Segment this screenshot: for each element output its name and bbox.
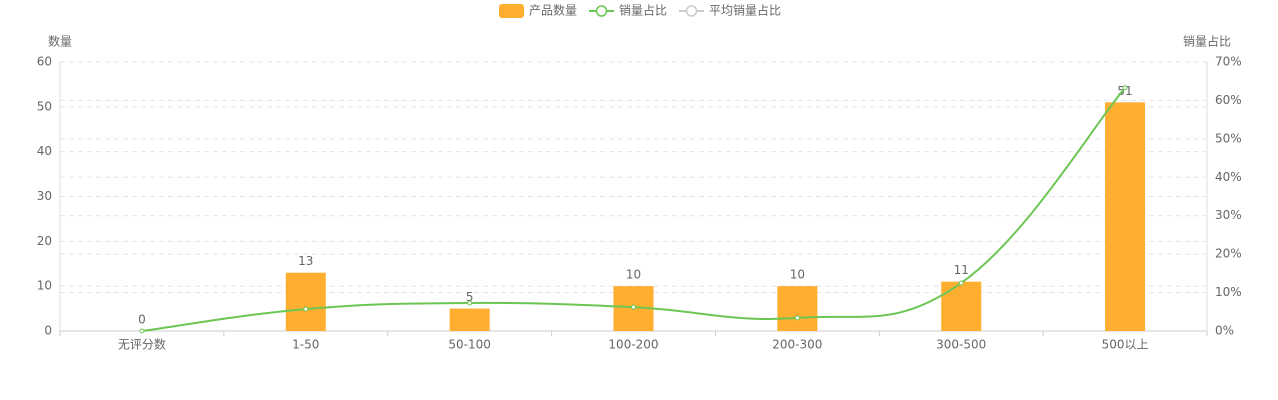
legend-icon [685,5,698,17]
bar [777,286,818,331]
y2-tick-label: 50% [1215,131,1242,145]
data-label: 0 [138,313,146,327]
line-point [467,300,473,306]
data-label: 11 [954,263,969,277]
y2-tick-label: 70% [1215,55,1242,69]
bar [1105,102,1146,331]
y-tick-label: 50 [37,99,52,113]
y2-tick-label: 40% [1215,170,1242,184]
data-label: 13 [298,254,313,268]
y-tick-label: 0 [44,324,52,338]
data-label: 5 [466,290,474,304]
legend-label[interactable]: 平均销量占比 [709,3,781,18]
line-point [794,315,800,321]
data-label: 10 [790,268,805,282]
y-tick-label: 40 [37,144,52,158]
y2-axis-title: 销量占比 [1183,34,1231,49]
data-label: 51 [1117,84,1132,98]
legend-icon [499,4,524,18]
x-tick-label: 无评分数 [118,337,166,352]
x-tick-label: 500以上 [1102,338,1149,352]
x-tick-label: 100-200 [608,338,658,352]
x-tick-label: 200-300 [772,338,822,352]
line-point [303,306,309,312]
line-point [958,280,964,286]
y2-tick-label: 20% [1215,247,1242,261]
legend-label[interactable]: 销量占比 [619,3,667,18]
bar [449,308,490,331]
line-point [1122,85,1128,91]
legend-icon [595,5,608,17]
y2-tick-label: 10% [1215,285,1242,299]
y-tick-label: 60 [37,55,52,69]
y-tick-label: 30 [37,189,52,203]
x-tick-label: 1-50 [292,338,319,352]
x-tick-label: 50-100 [448,338,491,352]
y-tick-label: 20 [37,234,52,248]
x-tick-label: 300-500 [936,338,986,352]
y-axis-title: 数量 [48,34,72,49]
bar [285,272,326,331]
y2-tick-label: 30% [1215,208,1242,222]
legend-label[interactable]: 产品数量 [529,3,577,18]
y-tick-label: 10 [37,279,52,293]
y2-tick-label: 60% [1215,93,1242,107]
y2-tick-label: 0% [1215,324,1234,338]
line-point [631,304,636,310]
data-label: 10 [626,268,641,282]
line-point [139,328,145,334]
bar [941,281,982,331]
